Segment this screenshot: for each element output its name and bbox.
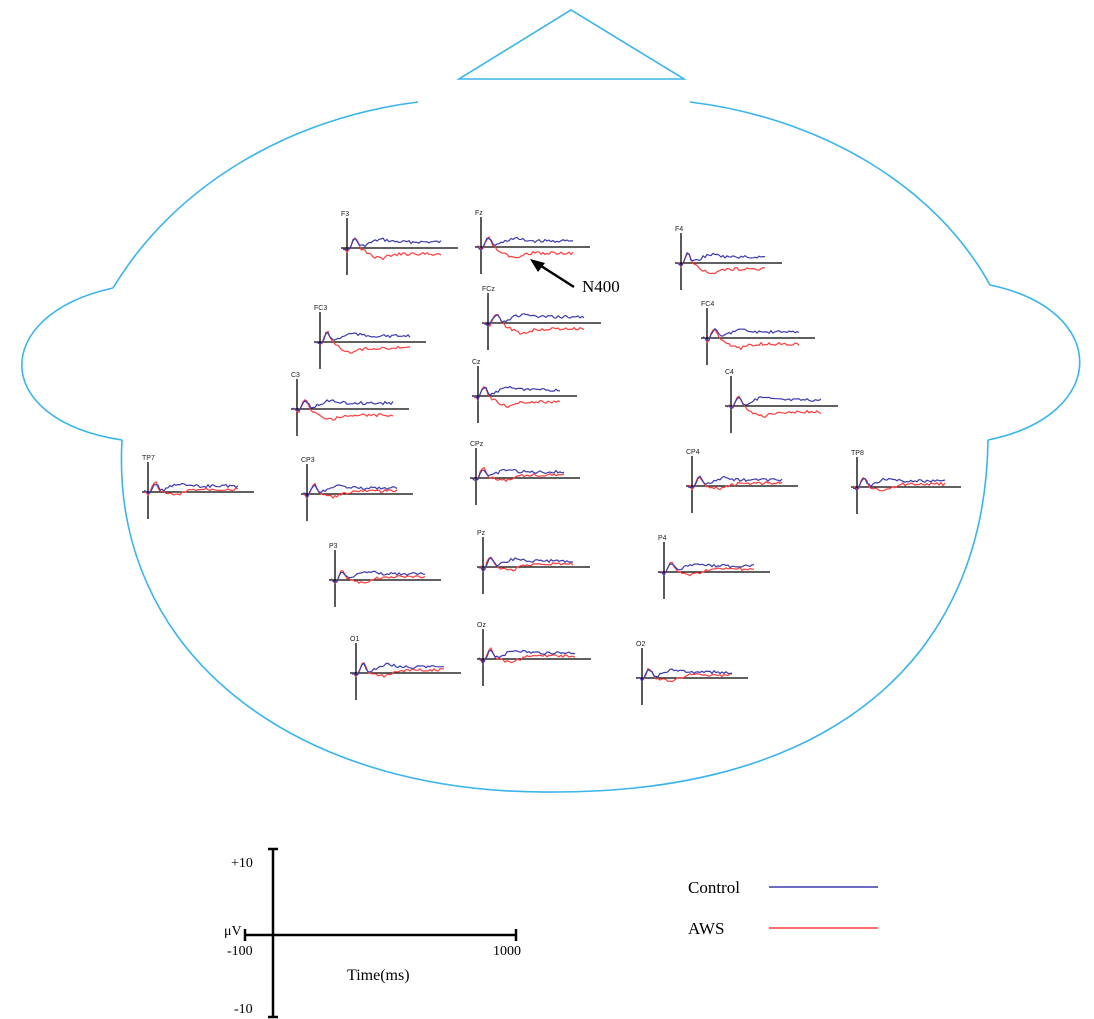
erp-panels: F3 Fz F4 FC3 FCz FC4 C3 Cz C4 TP7 CP3 CPz CP4 TP8 P3 Pz… bbox=[142, 210, 961, 705]
electrode-label: CP3 bbox=[301, 457, 315, 464]
erp-panel-fz: Fz bbox=[475, 210, 590, 274]
waveform-aws bbox=[473, 385, 561, 409]
erp-panel-o1: O1 bbox=[350, 636, 461, 700]
waveform-aws bbox=[478, 647, 576, 665]
n400-arrow-head bbox=[530, 259, 545, 272]
waveform-control bbox=[852, 477, 946, 492]
scale-x-end-label: 1000 bbox=[493, 944, 521, 959]
waveform-aws bbox=[143, 481, 239, 497]
electrode-label: O1 bbox=[350, 636, 359, 643]
electrode-label: P3 bbox=[329, 543, 338, 550]
waveform-aws bbox=[852, 477, 946, 492]
scale-x-title: Time(ms) bbox=[347, 967, 410, 984]
electrode-label: C4 bbox=[725, 369, 734, 376]
erp-panel-c4: C4 bbox=[725, 369, 838, 433]
electrode-label: CP4 bbox=[686, 449, 700, 456]
waveform-control bbox=[471, 468, 565, 482]
erp-panel-o2: O2 bbox=[636, 641, 748, 705]
waveform-control bbox=[483, 312, 585, 328]
waveform-aws bbox=[302, 482, 398, 500]
erp-panel-cpz: CPz bbox=[470, 441, 580, 505]
waveform-control bbox=[476, 236, 574, 252]
waveform-aws bbox=[478, 556, 574, 573]
scale-y-top-label: +10 bbox=[231, 856, 253, 871]
erp-panel-fc3: FC3 bbox=[314, 305, 426, 369]
electrode-label: FC3 bbox=[314, 305, 327, 312]
waveform-control bbox=[478, 556, 574, 573]
erp-panel-f3: F3 bbox=[341, 211, 458, 275]
erp-panel-c3: C3 bbox=[291, 372, 409, 436]
erp-panel-p4: P4 bbox=[658, 535, 770, 599]
waveform-control bbox=[292, 399, 394, 412]
waveform-aws bbox=[315, 330, 411, 354]
waveform-control bbox=[330, 570, 426, 584]
right-ear bbox=[987, 284, 1081, 441]
electrode-label: C3 bbox=[291, 372, 300, 379]
waveform-aws bbox=[659, 561, 755, 577]
head-outline bbox=[21, 9, 1081, 793]
waveform-control bbox=[702, 327, 800, 342]
electrode-label: FCz bbox=[482, 286, 495, 293]
waveform-control bbox=[351, 662, 444, 677]
electrode-label: TP8 bbox=[851, 450, 864, 457]
electrode-label: P4 bbox=[658, 535, 667, 542]
erp-panel-tp7: TP7 bbox=[142, 455, 254, 519]
erp-panel-pz: Pz bbox=[477, 530, 590, 594]
waveform-control bbox=[676, 252, 766, 267]
waveform-aws bbox=[471, 466, 565, 483]
legend-label-control: Control bbox=[688, 878, 740, 897]
waveform-control bbox=[473, 385, 561, 402]
electrode-label: CPz bbox=[470, 441, 484, 448]
scale-y-bottom-label: -10 bbox=[234, 1002, 253, 1017]
waveform-aws bbox=[702, 328, 800, 351]
waveform-control bbox=[660, 563, 755, 577]
scale-x-start-label: -100 bbox=[227, 944, 253, 959]
waveform-control bbox=[342, 237, 442, 251]
waveform-aws bbox=[476, 235, 574, 259]
scale-bar bbox=[243, 847, 518, 1019]
electrode-label: F4 bbox=[675, 226, 683, 233]
electrode-label: Oz bbox=[477, 622, 486, 629]
waveform-control bbox=[143, 482, 239, 495]
n400-label: N400 bbox=[582, 277, 620, 296]
waveform-control bbox=[315, 331, 411, 345]
electrode-label: O2 bbox=[636, 641, 645, 648]
nose bbox=[456, 9, 687, 80]
erp-panel-cz: Cz bbox=[472, 359, 577, 423]
waveform-control bbox=[302, 483, 398, 499]
n400-annotation: N400 bbox=[530, 259, 620, 296]
waveform-control bbox=[478, 649, 576, 665]
erp-panel-cp3: CP3 bbox=[301, 457, 413, 521]
erp-panel-oz: Oz bbox=[477, 622, 591, 686]
electrode-label: TP7 bbox=[142, 455, 155, 462]
head-contour bbox=[112, 101, 991, 793]
scale-y-unit-label: μV bbox=[224, 924, 242, 939]
erp-panel-fcz: FCz bbox=[482, 286, 601, 350]
electrode-label: Pz bbox=[477, 530, 486, 537]
waveform-control bbox=[687, 475, 783, 489]
erp-panel-f4: F4 bbox=[675, 226, 782, 290]
waveform-aws bbox=[292, 399, 394, 421]
waveform-aws bbox=[330, 570, 426, 585]
erp-panel-cp4: CP4 bbox=[686, 449, 798, 513]
left-ear bbox=[21, 287, 123, 441]
electrode-label: FC4 bbox=[701, 301, 714, 308]
erp-panel-p3: P3 bbox=[329, 543, 441, 607]
electrode-label: Fz bbox=[475, 210, 483, 217]
legend: Control AWS bbox=[688, 878, 878, 938]
waveform-control bbox=[726, 396, 822, 410]
electrode-label: F3 bbox=[341, 211, 349, 218]
erp-panel-fc4: FC4 bbox=[701, 301, 815, 365]
waveform-control bbox=[637, 668, 733, 683]
erp-panel-tp8: TP8 bbox=[851, 450, 961, 514]
waveform-aws bbox=[351, 662, 444, 678]
n400-arrow-shaft bbox=[537, 262, 575, 289]
electrode-label: Cz bbox=[472, 359, 481, 366]
legend-label-aws: AWS bbox=[688, 919, 724, 938]
